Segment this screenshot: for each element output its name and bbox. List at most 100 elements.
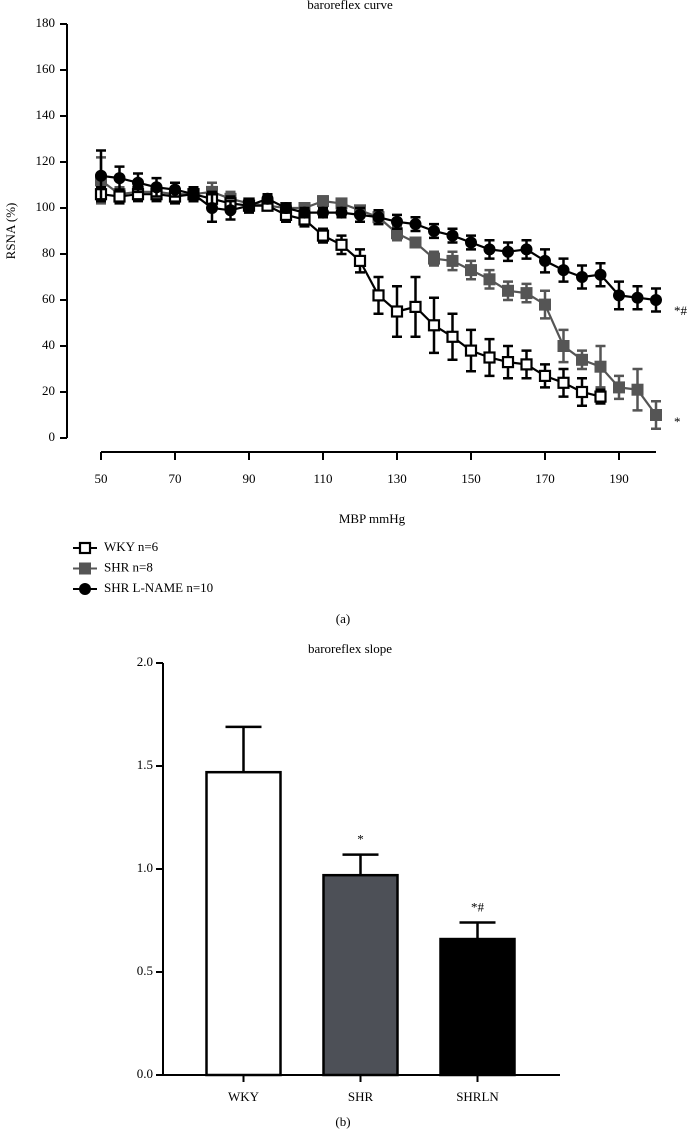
panel-label: (b) [335,1114,350,1129]
data-point [261,192,274,205]
data-point [613,289,625,302]
data-point [316,229,330,242]
data-point [483,243,496,256]
y-tick-label: 0 [49,429,56,444]
y-tick-label: 180 [36,15,56,30]
data-point [465,264,477,277]
bar [205,770,282,1077]
x-tick-label: 110 [313,471,332,486]
data-point [390,305,404,318]
data-point [335,197,348,210]
x-tick-label: 150 [461,471,481,486]
error-bar [459,921,496,940]
legend-marker [79,583,91,595]
data-point [113,190,126,203]
data-point [631,291,644,304]
y-tick-label: 1.5 [137,757,153,772]
data-point [409,218,422,231]
data-point [557,264,570,277]
x-tick-label: 70 [169,471,182,486]
error-bar [225,725,262,773]
x-tick-label: SHR [348,1089,374,1104]
series-line [100,193,601,398]
data-point [465,236,477,249]
data-point [631,383,644,396]
data-point [557,376,570,389]
chart-title: baroreflex slope [308,641,392,656]
data-point [538,369,552,382]
legend-label: SHR L-NAME n=10 [104,580,213,595]
data-point [520,287,533,300]
y-tick-label: 120 [36,153,56,168]
x-tick-label: WKY [228,1089,260,1104]
y-tick-label: 2.0 [137,654,153,669]
bar [322,873,399,1077]
data-point [335,206,348,219]
y-tick-label: 160 [36,61,56,76]
data-point [539,298,551,311]
data-point [391,215,403,228]
data-point [446,229,459,242]
data-point [132,176,144,189]
y-tick-label: 40 [42,337,55,352]
data-point [502,284,514,297]
y-tick-label: 60 [42,291,55,306]
y-tick-label: 140 [36,107,56,122]
data-point [428,225,440,237]
data-point [464,344,478,357]
data-point [187,188,200,201]
data-point [409,236,422,249]
data-point [594,268,607,281]
bar [439,937,516,1077]
data-point [317,206,329,219]
data-point [280,202,292,214]
data-point [391,227,403,240]
data-point [372,211,385,224]
data-point [594,360,607,373]
data-point [224,204,237,217]
chart-title: baroreflex curve [307,0,393,12]
legend-label: SHR n=8 [104,559,153,574]
data-point [520,358,533,371]
x-axis-label: MBP mmHg [339,511,406,526]
y-tick-label: 1.0 [137,860,153,875]
data-point [557,340,570,352]
x-tick-label: 130 [387,471,407,486]
data-point [169,183,181,196]
y-tick-label: 100 [36,199,56,214]
panel-label: (a) [336,611,350,626]
x-tick-label: 50 [95,471,108,486]
data-point [427,319,441,332]
data-point [243,199,255,212]
data-point [335,238,348,251]
data-point [650,294,662,306]
data-point [354,208,366,221]
data-point [520,243,533,256]
data-point [483,273,496,286]
x-tick-label: 170 [535,471,555,486]
data-point [95,169,107,182]
annotation: * [357,832,364,847]
annotation: *# [471,900,485,915]
y-tick-label: 20 [42,383,55,398]
data-point [501,356,515,369]
y-tick-label: 0.5 [137,963,153,978]
data-point [446,330,459,343]
data-point [576,353,588,366]
error-bar [342,853,379,876]
legend-marker [78,541,92,555]
legend-label: WKY n=6 [104,539,159,554]
y-axis-label: RSNA (%) [3,203,18,260]
annotation: *# [674,303,687,318]
data-point [113,172,126,185]
data-point [483,351,496,364]
annotation: * [674,414,681,429]
x-tick-label: 190 [609,471,629,486]
data-point [576,271,588,283]
data-point [317,195,329,208]
data-point [409,300,422,313]
x-tick-label: SHRLN [456,1089,499,1104]
data-point [539,254,551,267]
legend-marker [79,562,91,575]
